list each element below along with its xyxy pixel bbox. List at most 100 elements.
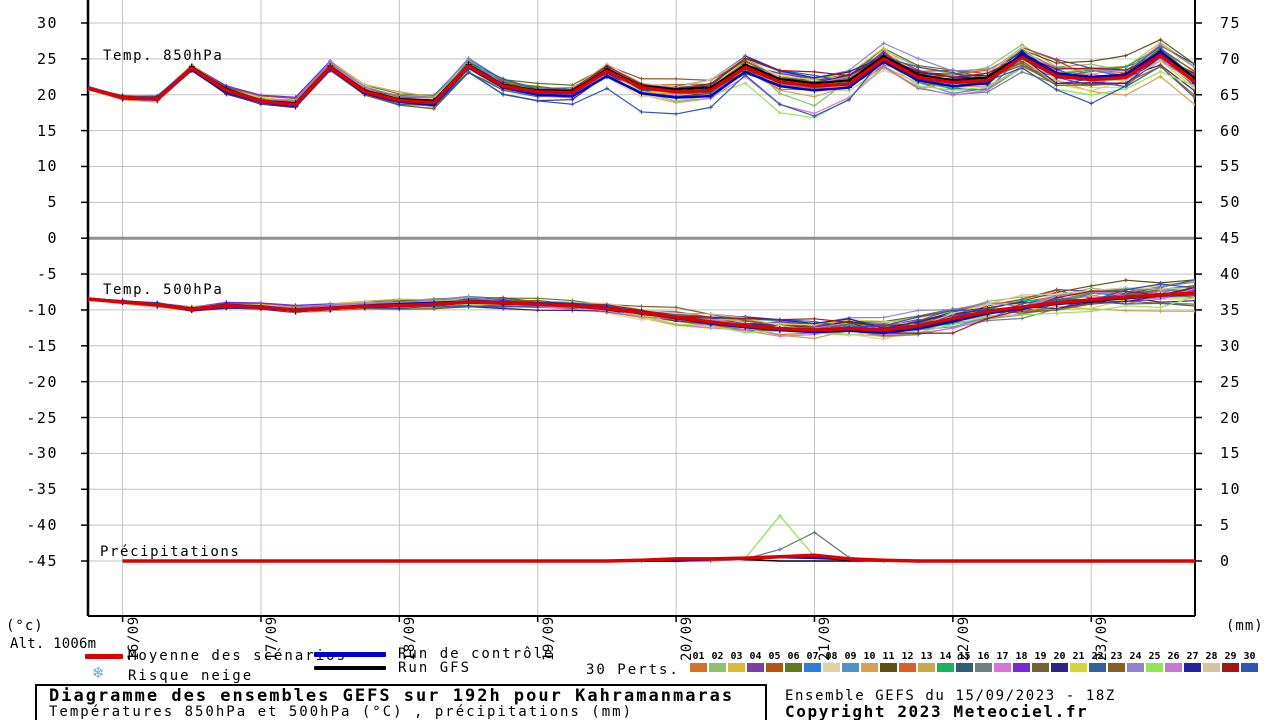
member-chip: 09	[841, 651, 860, 672]
member-color-swatch	[1241, 663, 1258, 672]
member-number: 23	[1110, 651, 1123, 662]
member-number: 27	[1186, 651, 1199, 662]
member-chip: 13	[917, 651, 936, 672]
panel-label-precip: Précipitations	[100, 544, 241, 560]
legend-control-swatch	[314, 652, 386, 657]
member-color-swatch	[861, 663, 878, 672]
title-box: Diagramme des ensembles GEFS sur 192h po…	[35, 684, 767, 720]
member-chip: 03	[727, 651, 746, 672]
member-color-swatch	[1013, 663, 1030, 672]
member-color-swatch	[766, 663, 783, 672]
member-color-swatch	[1146, 663, 1163, 672]
right-axis-tick-label: 60	[1220, 121, 1242, 140]
left-axis-tick-label: -20	[26, 372, 58, 391]
member-number: 14	[939, 651, 952, 662]
member-number: 16	[977, 651, 990, 662]
right-axis-tick-label: 40	[1220, 265, 1242, 284]
member-number: 05	[768, 651, 781, 662]
run-info: Ensemble GEFS du 15/09/2023 - 18Z	[785, 688, 1116, 704]
right-axis-tick-label: 70	[1220, 49, 1242, 68]
member-chip: 17	[993, 651, 1012, 672]
member-number: 19	[1034, 651, 1047, 662]
member-number: 06	[787, 651, 800, 662]
member-number: 02	[711, 651, 724, 662]
snowflake-icon: ❄	[93, 663, 104, 683]
member-color-swatch	[785, 663, 802, 672]
right-axis-tick-label: 50	[1220, 193, 1242, 212]
member-number: 25	[1148, 651, 1161, 662]
member-legend: 01 02 03 04 05 06 07 08 09 10 11 12 13 14 15 16 17 18 19 20…	[689, 651, 1259, 672]
member-chip: 25	[1145, 651, 1164, 672]
member-chip: 24	[1126, 651, 1145, 672]
right-axis-tick-label: 30	[1220, 336, 1242, 355]
left-axis-tick-label: -40	[26, 516, 58, 535]
right-axis-tick-label: 45	[1220, 229, 1242, 248]
left-axis-tick-label: 5	[47, 193, 58, 212]
right-axis-tick-label: 0	[1220, 552, 1231, 570]
member-color-swatch	[975, 663, 992, 672]
left-axis-tick-label: -30	[26, 444, 58, 463]
member-number: 28	[1205, 651, 1218, 662]
member-chip: 29	[1221, 651, 1240, 672]
panel-label-500hpa: Temp. 500hPa	[103, 282, 224, 298]
member-color-swatch	[1032, 663, 1049, 672]
member-chip: 16	[974, 651, 993, 672]
panel-label-850hpa: Temp. 850hPa	[103, 48, 224, 64]
member-color-swatch	[1051, 663, 1068, 672]
member-color-swatch	[994, 663, 1011, 672]
member-color-swatch	[918, 663, 935, 672]
member-number: 01	[692, 651, 705, 662]
left-axis-tick-label: 20	[36, 85, 58, 104]
member-color-swatch	[842, 663, 859, 672]
member-number: 22	[1091, 651, 1104, 662]
member-number: 07	[806, 651, 819, 662]
left-axis-tick-label: 25	[36, 49, 58, 68]
member-color-swatch	[747, 663, 764, 672]
legend-mean-swatch	[85, 654, 123, 659]
member-number: 18	[1015, 651, 1028, 662]
legend-gfs-swatch	[314, 666, 386, 670]
left-axis-tick-label: -5	[36, 265, 58, 284]
member-chip: 10	[860, 651, 879, 672]
member-number: 12	[901, 651, 914, 662]
left-axis-tick-label: -45	[26, 552, 58, 570]
right-axis-tick-label: 55	[1220, 157, 1242, 176]
legend-mean-label: Moyenne des scénarios	[128, 648, 348, 664]
left-axis-unit: (°c)	[6, 618, 44, 634]
member-color-swatch	[880, 663, 897, 672]
member-number: 29	[1224, 651, 1237, 662]
member-chip: 23	[1107, 651, 1126, 672]
member-color-swatch	[956, 663, 973, 672]
left-axis-tick-label: -35	[26, 480, 58, 499]
legend-snow-label: Risque neige	[128, 668, 254, 684]
right-axis-tick-label: 5	[1220, 516, 1231, 535]
member-chip: 19	[1031, 651, 1050, 672]
member-color-swatch	[1108, 663, 1125, 672]
member-number: 26	[1167, 651, 1180, 662]
member-color-swatch	[1165, 663, 1182, 672]
member-number: 10	[863, 651, 876, 662]
member-number: 30	[1243, 651, 1256, 662]
right-axis-tick-label: 35	[1220, 300, 1242, 319]
member-color-swatch	[1203, 663, 1220, 672]
member-chip: 08	[822, 651, 841, 672]
member-color-swatch	[1070, 663, 1087, 672]
altitude-label: Alt. 1006m	[10, 636, 97, 652]
legend-gfs-label: Run GFS	[398, 660, 472, 676]
legend-control-label: Run de contrôle	[398, 646, 555, 662]
member-number: 13	[920, 651, 933, 662]
member-number: 11	[882, 651, 895, 662]
copyright-label: Copyright 2023 Meteociel.fr	[785, 702, 1089, 720]
member-chip: 01	[689, 651, 708, 672]
member-chip: 12	[898, 651, 917, 672]
member-color-swatch	[937, 663, 954, 672]
member-number: 20	[1053, 651, 1066, 662]
member-chip: 22	[1088, 651, 1107, 672]
chart-subtitle: Températures 850hPa et 500hPa (°C) , pré…	[49, 704, 634, 720]
member-color-swatch	[1184, 663, 1201, 672]
right-axis-tick-label: 10	[1220, 480, 1242, 499]
member-number: 04	[749, 651, 762, 662]
member-chip: 14	[936, 651, 955, 672]
member-chip: 26	[1164, 651, 1183, 672]
